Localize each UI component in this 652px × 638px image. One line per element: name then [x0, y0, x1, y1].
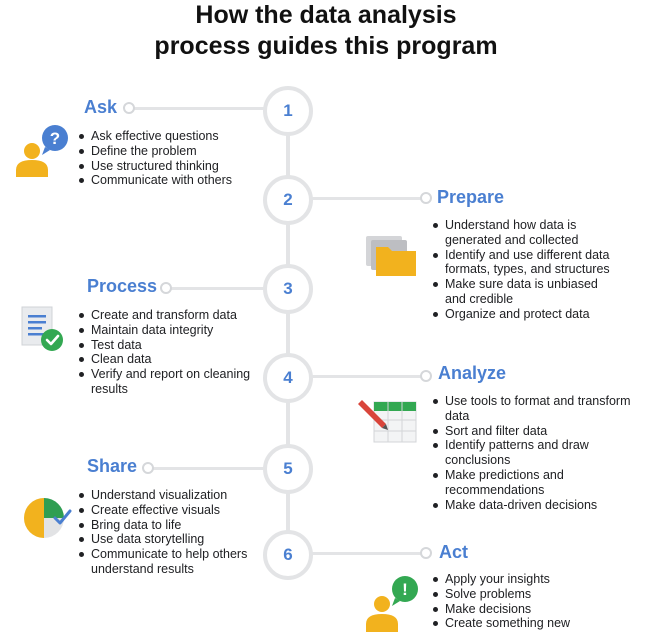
list-item: Ask effective questions [76, 129, 266, 144]
list-item: Use data storytelling [76, 532, 256, 547]
list-item: Sort and filter data [430, 424, 642, 439]
list-item: Use structured thinking [76, 159, 266, 174]
list-item: Apply your insights [430, 572, 620, 587]
folder-stack-icon [366, 236, 416, 276]
list-item: Create effective visuals [76, 503, 256, 518]
title-line-2: process guides this program [154, 32, 498, 60]
share-points: Understand visualization Create effectiv… [76, 488, 256, 577]
connector-dot-act [420, 547, 432, 559]
list-item: Make sure data is unbiased and credible [430, 277, 620, 307]
phase-title-act: Act [439, 542, 469, 562]
person-exclamation-icon: ! [366, 576, 418, 632]
list-item: Use tools to format and transform data [430, 394, 642, 424]
list-item: Define the problem [76, 144, 266, 159]
title-line-1: How the data analysis [195, 1, 457, 29]
list-item: Make data-driven decisions [430, 498, 642, 513]
list-item: Solve problems [430, 587, 620, 602]
phase-title-process: Process [87, 276, 158, 296]
timeline-spine [286, 108, 290, 554]
phase-title-share: Share [87, 456, 138, 476]
phase-title-ask: Ask [84, 97, 118, 117]
analyze-points: Use tools to format and transform data S… [430, 394, 642, 512]
step-number-1: 1 [263, 86, 313, 136]
list-item: Make predictions and recommendations [430, 468, 642, 498]
list-item: Identify patterns and draw conclusions [430, 438, 642, 468]
connector-process [170, 287, 266, 290]
prepare-points: Understand how data is generated and col… [430, 218, 620, 322]
connector-dot-share [142, 462, 154, 474]
step-number-2: 2 [263, 175, 313, 225]
list-item: Create something new [430, 616, 620, 631]
list-item: Understand how data is generated and col… [430, 218, 620, 248]
step-number-3: 3 [263, 264, 313, 314]
connector-analyze [310, 375, 427, 378]
spreadsheet-pencil-icon [358, 400, 417, 443]
list-item: Make decisions [430, 602, 620, 617]
phase-title-prepare: Prepare [437, 187, 505, 207]
step-number-4: 4 [263, 353, 313, 403]
svg-text:?: ? [50, 129, 60, 148]
step-number-5: 5 [263, 444, 313, 494]
list-item: Organize and protect data [430, 307, 620, 322]
step-number-6: 6 [263, 530, 313, 580]
connector-prepare [310, 197, 427, 200]
connector-act [310, 552, 427, 555]
document-check-icon [21, 306, 63, 351]
list-item: Test data [76, 338, 266, 353]
list-item: Bring data to life [76, 518, 256, 533]
connector-dot-process [160, 282, 172, 294]
list-item: Verify and report on cleaning results [76, 367, 266, 397]
list-item: Identify and use different data formats,… [430, 248, 620, 278]
list-item: Maintain data integrity [76, 323, 266, 338]
list-item: Clean data [76, 352, 266, 367]
phase-title-analyze: Analyze [438, 363, 507, 383]
connector-dot-prepare [420, 192, 432, 204]
connector-dot-ask [123, 102, 135, 114]
svg-text:!: ! [402, 580, 408, 599]
list-item: Communicate to help others understand re… [76, 547, 256, 577]
page-title: How the data analysis process guides thi… [0, 0, 652, 62]
connector-share [152, 467, 266, 470]
act-points: Apply your insights Solve problems Make … [430, 572, 620, 631]
list-item: Communicate with others [76, 173, 266, 188]
person-question-icon: ? [16, 125, 68, 177]
ask-points: Ask effective questions Define the probl… [76, 129, 266, 188]
process-points: Create and transform data Maintain data … [76, 308, 266, 397]
connector-ask [133, 107, 266, 110]
pie-chart-check-icon [24, 498, 72, 538]
list-item: Create and transform data [76, 308, 266, 323]
connector-dot-analyze [420, 370, 432, 382]
list-item: Understand visualization [76, 488, 256, 503]
